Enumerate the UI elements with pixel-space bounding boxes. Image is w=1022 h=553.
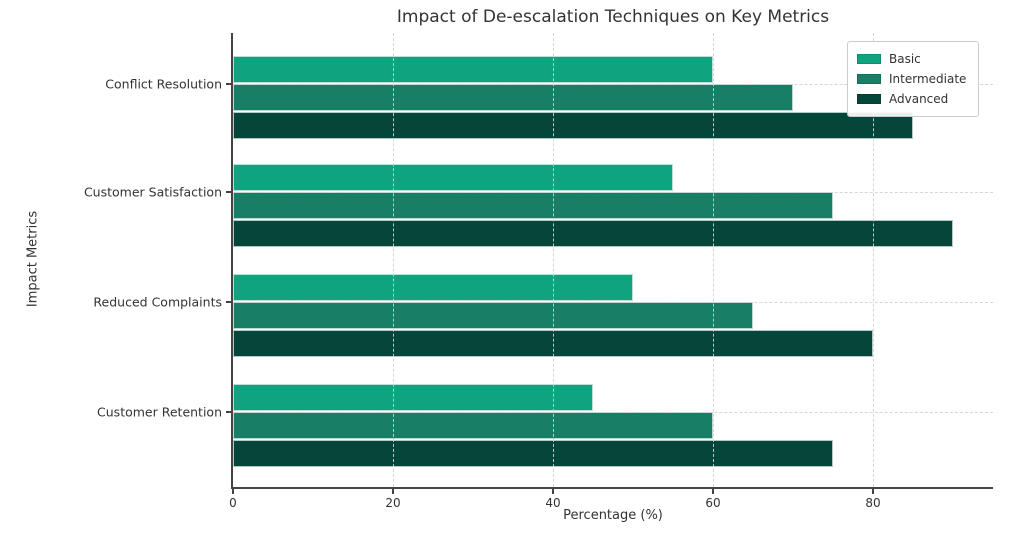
x-tick-label-20: 20 <box>385 496 401 510</box>
x-gridline-20 <box>393 33 394 487</box>
y-tick-mark-2 <box>226 301 231 303</box>
y-tick-label-3: Customer Retention <box>97 404 222 420</box>
x-axis-title: Percentage (%) <box>563 508 663 523</box>
bar-advanced-3 <box>233 440 833 467</box>
y-tick-mark-3 <box>226 411 231 413</box>
y-axis-title: Impact Metrics <box>25 210 41 308</box>
bar-intermediate-0 <box>233 84 793 111</box>
x-tick-mark-0 <box>232 489 234 494</box>
bar-advanced-0 <box>233 112 913 139</box>
legend-item-intermediate: Intermediate <box>857 69 966 89</box>
x-tick-label-40: 40 <box>545 496 561 510</box>
y-tick-label-1: Customer Satisfaction <box>83 184 222 200</box>
y-gridline-3 <box>233 412 993 413</box>
x-tick-mark-40 <box>552 489 554 494</box>
legend: Basic Intermediate Advanced <box>847 41 980 117</box>
legend-swatch-basic <box>857 54 881 64</box>
y-gridline-1 <box>233 192 993 193</box>
bar-basic-3 <box>233 384 593 411</box>
bar-advanced-1 <box>233 220 953 247</box>
chart-title: Impact of De-escalation Techniques on Ke… <box>396 7 830 27</box>
y-tick-label-0: Conflict Resolution <box>105 76 222 92</box>
x-tick-mark-60 <box>712 489 714 494</box>
x-tick-mark-80 <box>872 489 874 494</box>
bar-intermediate-1 <box>233 192 833 219</box>
legend-label: Intermediate <box>889 72 967 86</box>
legend-label: Basic <box>889 52 921 66</box>
bar-basic-1 <box>233 164 673 191</box>
x-gridline-40 <box>553 33 554 487</box>
x-tick-label-80: 80 <box>865 496 881 510</box>
legend-label: Advanced <box>889 92 949 106</box>
x-tick-mark-20 <box>392 489 394 494</box>
y-tick-mark-1 <box>226 191 231 193</box>
y-tick-mark-0 <box>226 83 231 85</box>
plot-area <box>231 33 993 489</box>
y-gridline-0 <box>233 84 993 85</box>
x-gridline-80 <box>873 33 874 487</box>
legend-item-basic: Basic <box>857 49 966 69</box>
legend-item-advanced: Advanced <box>857 89 966 109</box>
x-tick-label-0: 0 <box>229 496 237 510</box>
x-tick-label-60: 60 <box>705 496 721 510</box>
y-gridline-2 <box>233 302 993 303</box>
bar-intermediate-3 <box>233 412 713 439</box>
bar-intermediate-2 <box>233 302 753 329</box>
bar-basic-2 <box>233 274 633 301</box>
legend-swatch-advanced <box>857 94 881 104</box>
y-tick-label-2: Reduced Complaints <box>93 294 222 310</box>
legend-swatch-intermediate <box>857 74 881 84</box>
bar-basic-0 <box>233 56 713 83</box>
x-gridline-60 <box>713 33 714 487</box>
